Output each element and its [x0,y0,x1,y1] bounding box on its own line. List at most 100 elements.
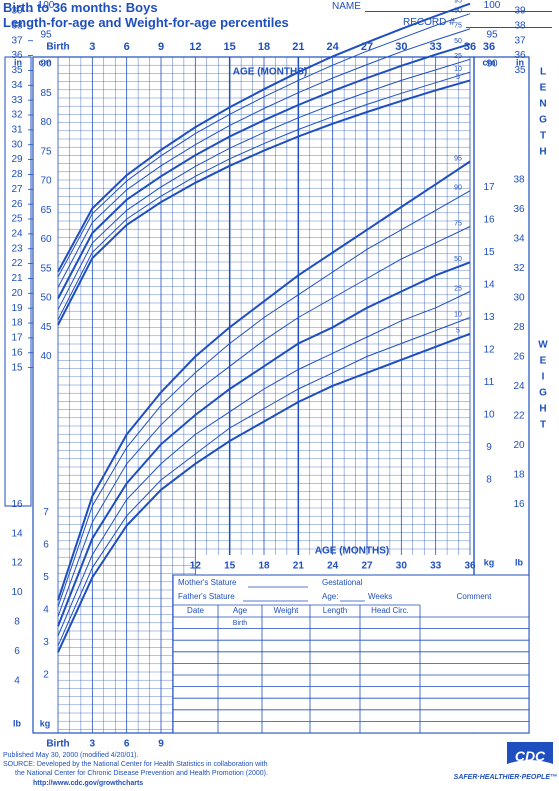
in-tick-label-right: 40 [514,0,526,2]
x-tick-top: Birth [46,42,69,53]
in-tick-label: 31 [11,125,23,136]
cm-tick-label: 75 [40,146,52,157]
weight-percentile-label-5: 5 [456,328,460,335]
lb-tick-label: 8 [14,617,20,628]
length-percentile-label-95: 95 [454,0,462,5]
kg-tick-label: 4 [43,605,49,616]
length-curves [57,2,471,326]
weight-vertical-letter: G [539,388,547,399]
x-tick-weight: 21 [293,561,305,572]
length-vertical-letter: T [540,131,546,142]
weeks-label: Weeks [368,592,392,601]
cm-tick-label-right: 90 [486,59,498,70]
length-vertical-letter: N [539,99,546,110]
lb-tick-label-right: 30 [513,292,525,303]
cm-tick-label: 45 [40,322,52,333]
name-field[interactable] [365,11,552,12]
in-tick-label: 22 [11,258,23,269]
length-percentile-label-10: 10 [454,66,462,73]
mothers-stature-label: Mother's Stature [178,578,237,587]
kg-unit-label-right: kg [484,557,495,567]
name-label: NAME [332,1,361,12]
lb-tick-label-right: 28 [513,322,525,333]
form-column-header: Age [233,606,248,615]
cm-tick-label: 80 [40,117,52,128]
x-tick-weight: 36 [464,561,476,572]
x-tick-top: 6 [124,41,130,53]
x-tick-top: 36 [464,41,476,53]
cm-tick-label: 95 [40,29,52,40]
lb-tick-label-right: 16 [513,499,525,510]
kg-tick-label-right: 9 [486,442,492,453]
in-unit-label: in [14,57,22,67]
kg-tick-label-right: 14 [483,280,495,291]
x-tick-weight: 18 [258,561,270,572]
in-tick-label: 19 [11,303,23,314]
in-tick-label: 18 [11,318,23,329]
form-first-row-age: Birth [233,620,248,627]
footer-url[interactable]: http://www.cdc.gov/growthcharts [33,780,144,787]
in-tick-label: 36 [11,50,23,61]
fathers-stature-label: Father's Stature [178,592,235,601]
lb-unit-label: lb [13,718,22,728]
x-tick-bottom: 3 [90,739,96,750]
in-tick-label: 21 [11,273,23,284]
lb-tick-label: 14 [11,528,23,539]
lb-tick-label-right: 20 [513,440,525,451]
x-tick-weight: 30 [396,561,408,572]
in-tick-label: 16 [11,347,23,358]
x-tick-top: 3 [89,41,95,53]
weight-percentile-label-25: 25 [454,285,462,292]
lb-tick-label: 16 [11,499,23,510]
footer-published: Published May 30, 2000 (modified 4/20/01… [3,752,139,759]
x-tick-weight: 12 [190,561,202,572]
x-tick-top: 21 [292,41,304,53]
weight-percentile-label-75: 75 [454,220,462,227]
record-field[interactable] [466,27,552,28]
in-tick-label: 35 [11,65,23,76]
in-tick-label-right: 35 [514,65,526,76]
length-percentile-label-25: 25 [454,53,462,60]
length-curve-p50 [57,43,471,300]
x-tick-bottom: 9 [158,739,164,750]
weight-percentile-label-90: 90 [454,185,462,192]
kg-tick-label-right: 12 [483,345,495,356]
length-percentile-label-75: 75 [454,23,462,30]
form-column-header: Length [323,606,347,615]
chart-title-line2: Length-for-age and Weight-for-age percen… [3,15,289,30]
cm-tick-label: 40 [40,351,52,362]
in-tick-label: 34 [11,80,23,91]
cm-unit-label-right: cm [482,57,495,67]
cm-tick-label: 70 [40,176,52,187]
kg-tick-label: 5 [43,572,49,583]
length-percentile-label-5: 5 [456,74,460,81]
lb-tick-label-right: 36 [513,204,525,215]
record-label: RECORD # [403,17,455,28]
length-percentile-label-50: 50 [454,38,462,45]
x-tick-top: 18 [258,41,270,53]
lb-tick-label-right: 32 [513,263,525,274]
in-tick-label-right: 39 [514,6,526,17]
in-tick-label: 28 [11,169,23,180]
form-column-header: Head Circ. [371,606,409,615]
cm-tick-label: 60 [40,234,52,245]
footer-source-line1: SOURCE: Developed by the National Center… [3,761,268,768]
lb-tick-label: 6 [14,646,20,657]
in-tick-label-right: 36 [514,50,526,61]
length-vertical-letter: L [540,67,546,78]
lb-tick-label: 10 [11,587,23,598]
cm-unit-label: cm [38,57,51,67]
cm-tick-label: 90 [40,59,52,70]
gestational-label: Gestational [322,578,363,587]
in-tick-label: 27 [11,184,23,195]
lb-unit-label-right: lb [515,557,524,567]
weight-curve-p50 [57,261,471,627]
x-tick-top: 9 [158,41,164,53]
x-tick-top: 12 [189,41,201,53]
cm-tick-label: 50 [40,293,52,304]
x-tick-weight: 24 [327,561,339,572]
in-tick-label: 24 [11,229,23,240]
svg-text:CDC: CDC [515,748,546,764]
in-tick-label: 25 [11,214,23,225]
cm-tick-label: 100 [38,0,55,11]
